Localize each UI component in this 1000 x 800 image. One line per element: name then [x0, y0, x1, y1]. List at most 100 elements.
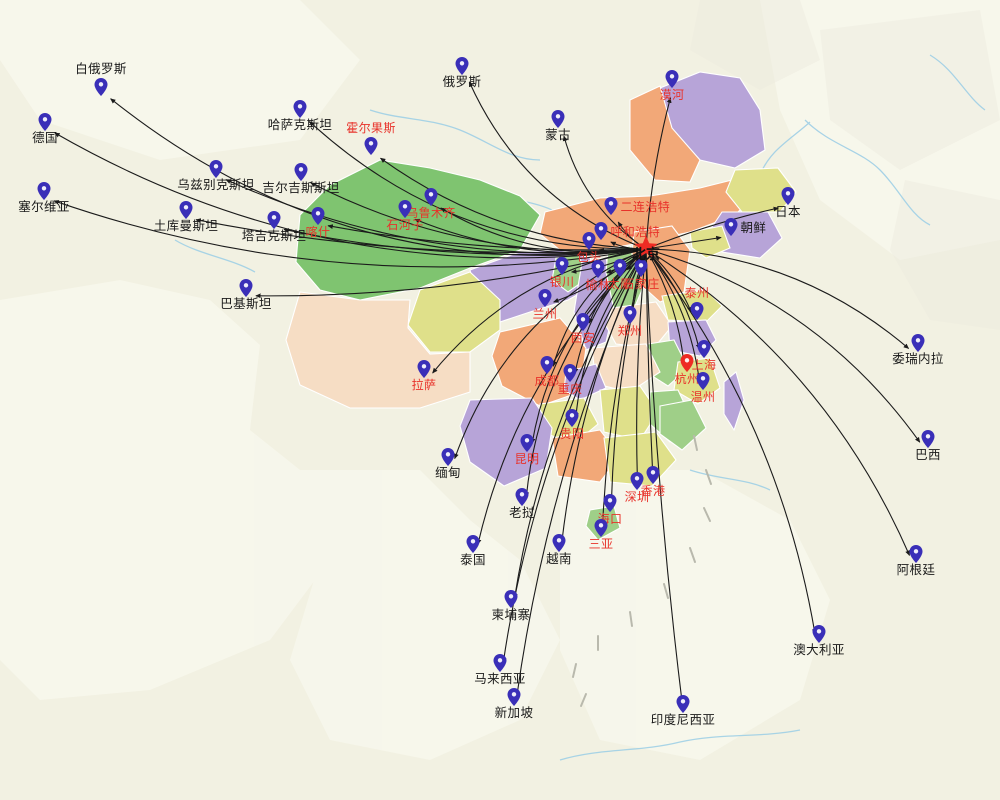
- country-marker-巴西[interactable]: 巴西: [915, 430, 941, 461]
- map-pin-icon: [551, 110, 565, 128]
- map-pin-icon-wrap: [239, 279, 253, 297]
- country-marker-巴基斯坦[interactable]: 巴基斯坦: [220, 279, 271, 310]
- country-marker-马来西亚[interactable]: 马来西亚: [474, 654, 525, 685]
- map-pin-icon: [680, 354, 694, 372]
- city-marker-昆明[interactable]: 昆明: [515, 434, 539, 465]
- map-pin-icon: [594, 222, 608, 240]
- map-pin-icon-wrap: [646, 466, 660, 484]
- map-pin-icon-wrap: [94, 78, 108, 96]
- marker-label: 泰国: [460, 552, 486, 567]
- city-marker-乌鲁木齐[interactable]: 乌鲁木齐: [406, 188, 455, 219]
- city-marker-兰州[interactable]: 兰州: [533, 289, 557, 320]
- marker-label: 深圳: [624, 490, 650, 504]
- marker-label: 新加坡: [494, 705, 534, 720]
- country-marker-柬埔寨[interactable]: 柬埔寨: [492, 590, 530, 621]
- country-marker-老挝[interactable]: 老挝: [509, 488, 535, 519]
- hub-marker-beijing[interactable]: 北京: [632, 234, 660, 264]
- country-marker-印度尼西亚[interactable]: 印度尼西亚: [651, 695, 715, 726]
- city-marker-太原[interactable]: 太原: [608, 259, 632, 290]
- marker-label: 日本: [775, 204, 801, 219]
- city-marker-喀什[interactable]: 喀什: [306, 207, 330, 238]
- country-marker-吉尔吉斯斯坦[interactable]: 吉尔吉斯斯坦: [262, 163, 339, 194]
- city-marker-泰州[interactable]: 泰州: [685, 287, 709, 320]
- map-pin-icon-wrap: [441, 448, 455, 466]
- map-pin-icon-wrap: [520, 434, 534, 452]
- marker-label: 土库曼斯坦: [153, 218, 219, 233]
- map-pin-icon: [604, 197, 618, 215]
- map-pin-icon: [613, 259, 627, 277]
- city-marker-贵阳[interactable]: 贵阳: [560, 409, 584, 440]
- map-pin-icon-wrap: [594, 222, 608, 240]
- country-marker-缅甸[interactable]: 缅甸: [435, 448, 461, 479]
- city-marker-银川[interactable]: 银川: [550, 257, 574, 288]
- country-marker-塞尔维亚[interactable]: 塞尔维亚: [18, 182, 69, 213]
- city-marker-西安[interactable]: 西安: [571, 313, 595, 344]
- map-pin-icon-wrap: [179, 201, 193, 219]
- country-marker-委瑞内拉[interactable]: 委瑞内拉: [892, 334, 943, 365]
- city-marker-三亚[interactable]: 三亚: [589, 519, 613, 550]
- country-marker-越南[interactable]: 越南: [546, 534, 572, 565]
- map-pin-icon-wrap: [690, 302, 704, 320]
- route-path-委瑞内拉: [645, 248, 910, 349]
- city-marker-石河子[interactable]: 石河子: [386, 200, 423, 231]
- country-marker-朝鲜[interactable]: 朝鲜: [724, 218, 766, 236]
- map-pin-icon: [812, 625, 826, 643]
- marker-label: 巴西: [915, 447, 941, 462]
- city-marker-海口[interactable]: 海口: [598, 494, 622, 525]
- city-marker-香港[interactable]: 香港: [641, 466, 665, 497]
- city-marker-石家庄[interactable]: 石家庄: [622, 259, 659, 290]
- country-marker-泰国[interactable]: 泰国: [460, 535, 486, 566]
- country-marker-哈萨克斯坦[interactable]: 哈萨克斯坦: [268, 100, 332, 131]
- city-marker-深圳[interactable]: 深圳: [625, 472, 649, 503]
- city-marker-呼和浩特[interactable]: 呼和浩特: [594, 222, 660, 240]
- city-marker-杭州[interactable]: 杭州: [675, 354, 699, 385]
- map-pin-icon: [441, 448, 455, 466]
- marker-label: 泰州: [684, 286, 710, 300]
- country-marker-日本[interactable]: 日本: [775, 187, 801, 218]
- marker-label: 俄罗斯: [442, 74, 482, 89]
- route-path-朝鲜: [645, 235, 722, 250]
- country-marker-乌兹别克斯坦[interactable]: 乌兹别克斯坦: [177, 160, 254, 191]
- marker-label: 印度尼西亚: [650, 712, 716, 727]
- city-marker-包头[interactable]: 包头: [577, 232, 601, 263]
- map-pin-icon: [38, 113, 52, 131]
- map-pin-icon: [921, 430, 935, 448]
- marker-label: 蒙古: [545, 127, 571, 142]
- marker-label: 乌鲁木齐: [406, 206, 456, 220]
- route-path-白俄罗斯: [110, 98, 647, 256]
- country-marker-白俄罗斯[interactable]: 白俄罗斯: [75, 62, 126, 96]
- city-marker-霍尔果斯[interactable]: 霍尔果斯: [346, 122, 395, 155]
- landmass-shapes: [0, 0, 1000, 760]
- country-marker-蒙古[interactable]: 蒙古: [545, 110, 571, 141]
- city-marker-重庆[interactable]: 重庆: [558, 364, 582, 395]
- country-marker-德国[interactable]: 德国: [32, 113, 58, 144]
- map-pin-icon-wrap: [665, 70, 679, 88]
- country-marker-俄罗斯[interactable]: 俄罗斯: [443, 57, 481, 88]
- country-marker-土库曼斯坦[interactable]: 土库曼斯坦: [154, 201, 218, 232]
- marker-label: 香港: [640, 484, 666, 498]
- route-path-漠河: [645, 97, 672, 250]
- map-pin-icon: [209, 160, 223, 178]
- city-marker-二连浩特[interactable]: 二连浩特: [604, 197, 670, 215]
- city-marker-成都[interactable]: 成都: [535, 356, 559, 387]
- city-marker-榆林[interactable]: 榆林: [586, 260, 610, 291]
- country-marker-澳大利亚[interactable]: 澳大利亚: [793, 625, 844, 656]
- city-marker-漠河[interactable]: 漠河: [660, 70, 684, 101]
- city-marker-拉萨[interactable]: 拉萨: [412, 360, 436, 391]
- marker-label: 重庆: [557, 382, 583, 396]
- map-pin-icon: [294, 163, 308, 181]
- country-marker-阿根廷[interactable]: 阿根廷: [897, 545, 935, 576]
- country-marker-塔吉克斯坦[interactable]: 塔吉克斯坦: [242, 211, 306, 242]
- marker-label: 成都: [534, 374, 560, 388]
- map-pin-icon: [538, 289, 552, 307]
- map-pin-icon-wrap: [504, 590, 518, 608]
- city-marker-温州[interactable]: 温州: [691, 372, 715, 403]
- country-marker-新加坡[interactable]: 新加坡: [495, 688, 533, 719]
- route-path-哈萨克斯坦: [308, 121, 647, 250]
- city-marker-郑州[interactable]: 郑州: [618, 306, 642, 337]
- city-marker-上海[interactable]: 上海: [692, 340, 716, 371]
- map-pin-icon: [909, 545, 923, 563]
- map-pin-icon: [520, 434, 534, 452]
